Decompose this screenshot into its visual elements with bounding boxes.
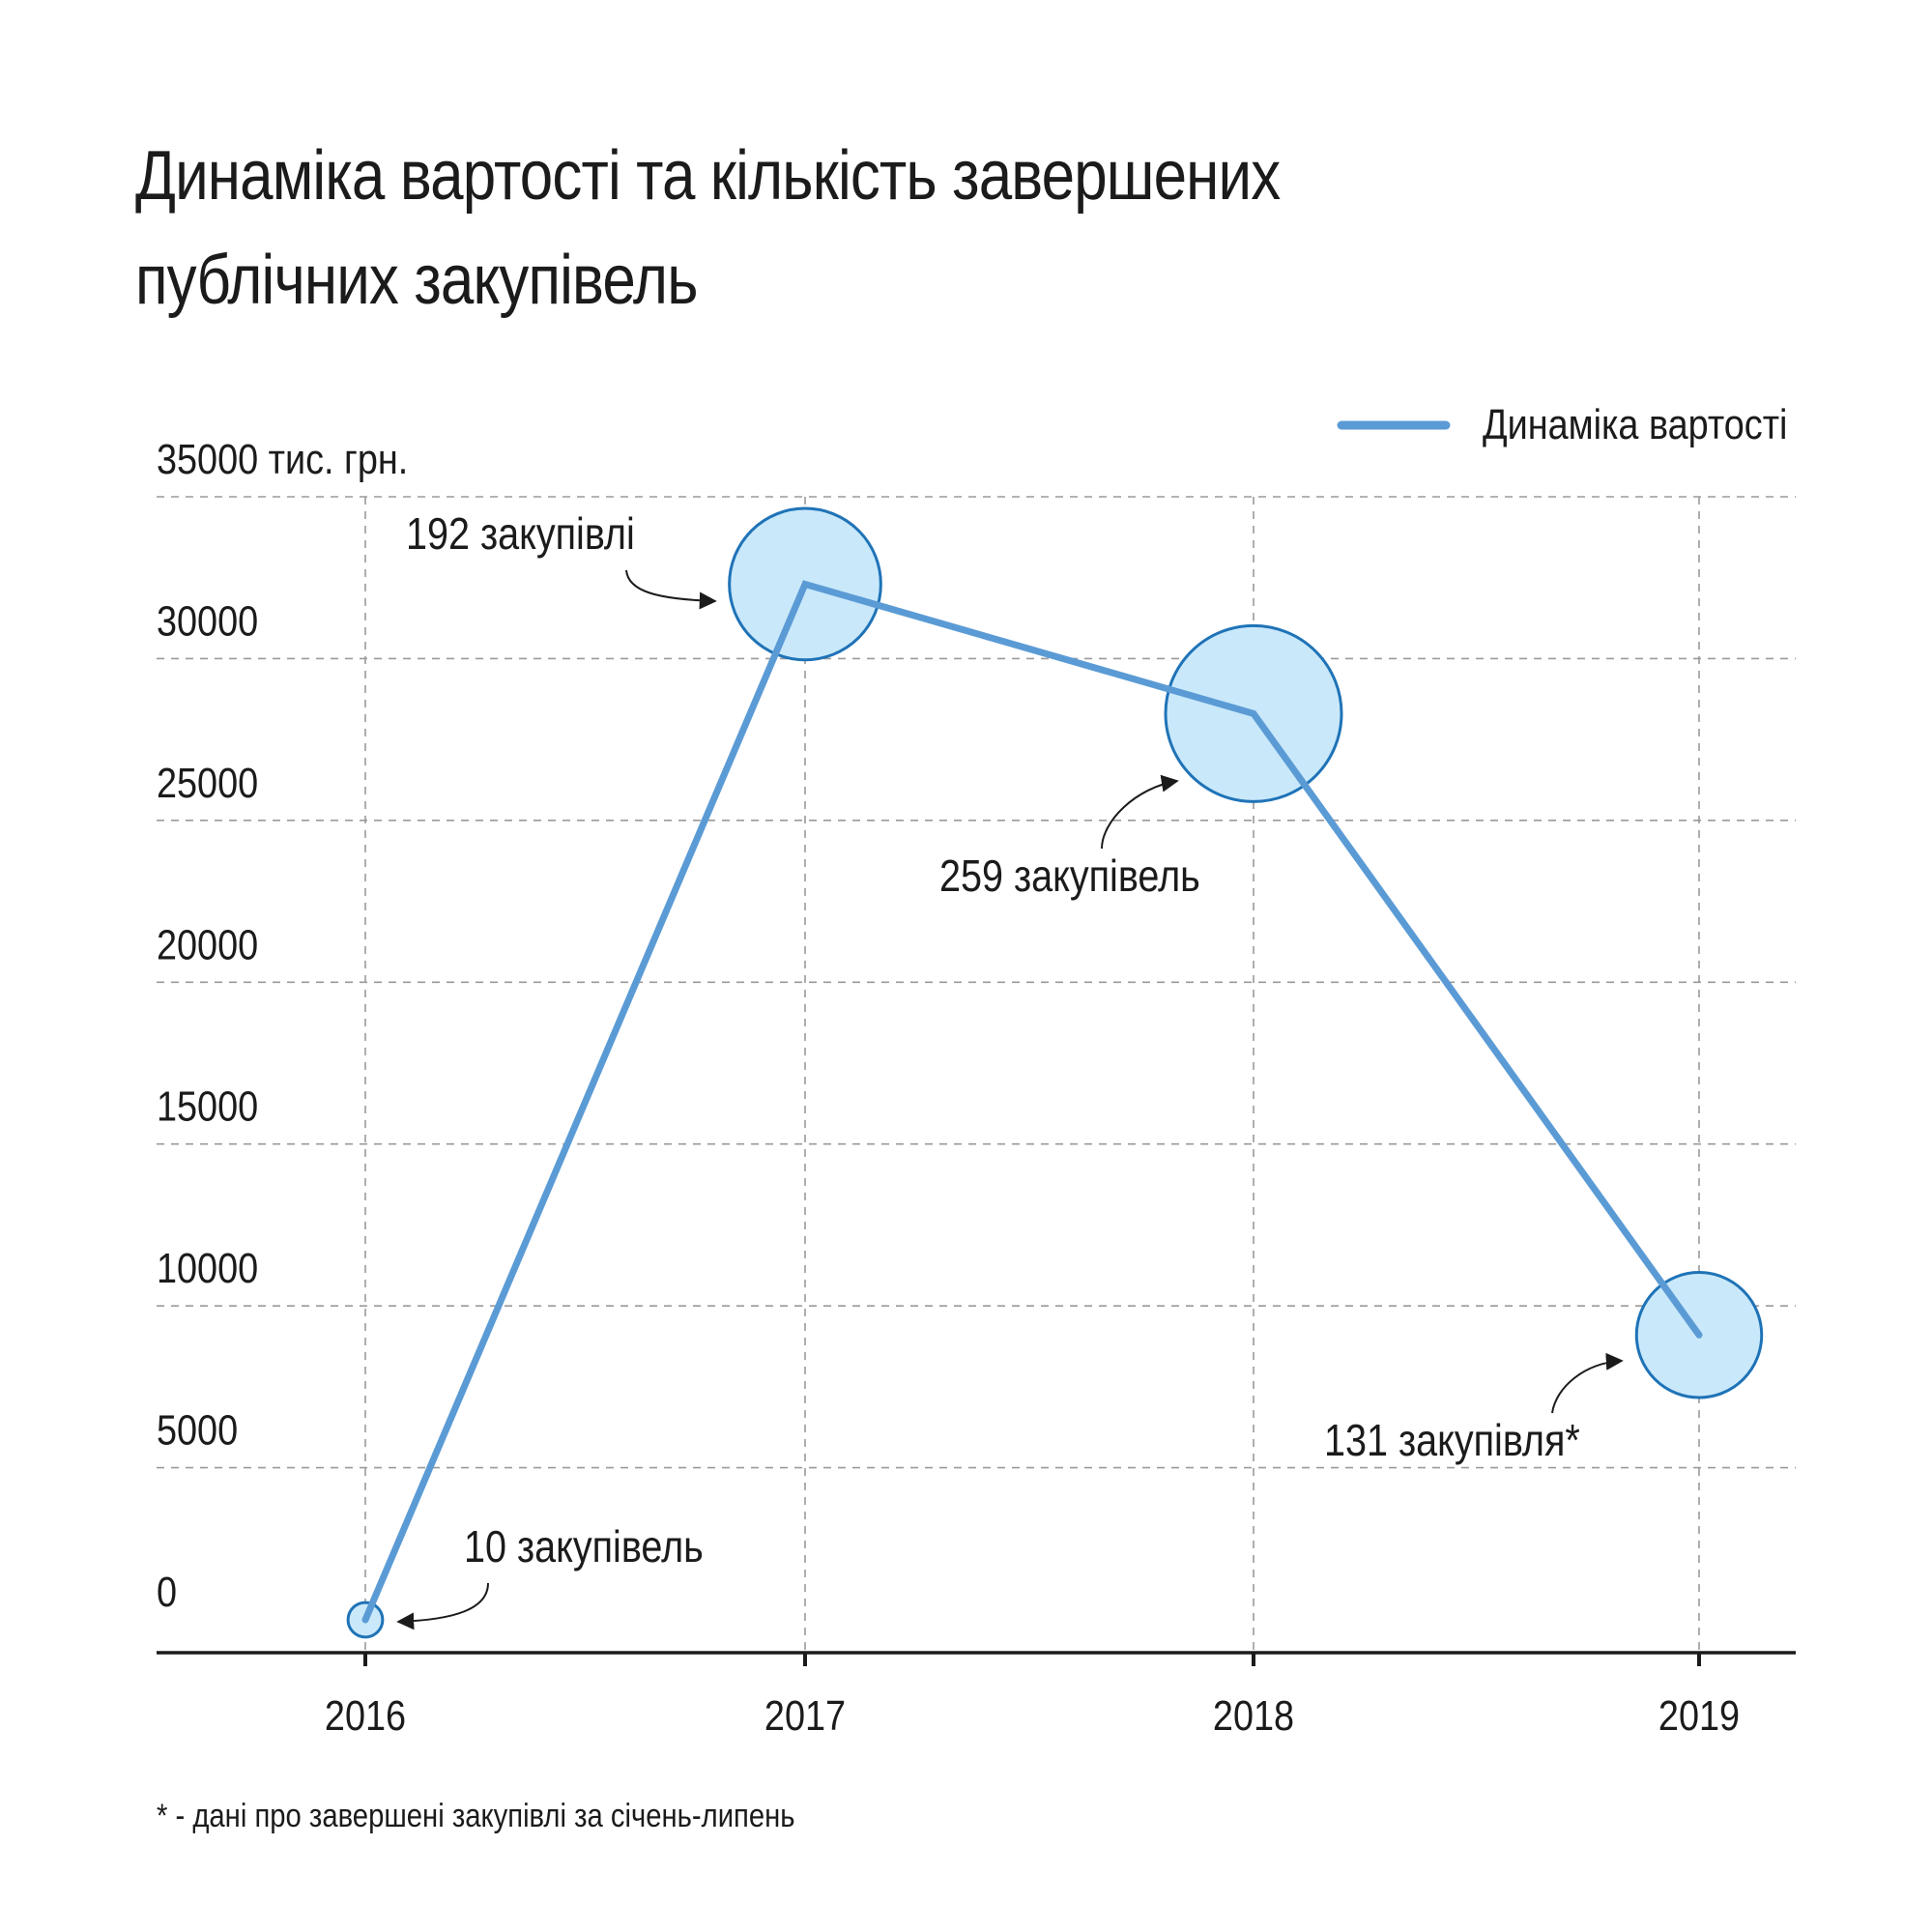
- annotation-arrow: [396, 1582, 489, 1630]
- title-line-1: Динаміка вартості та кількість завершени…: [135, 137, 1281, 215]
- x-tick-label: 2018: [1213, 1691, 1294, 1739]
- annotations: 10 закупівель 192 закупівлі 259 закупівель…: [396, 509, 1624, 1630]
- y-tick-label: 0: [157, 1568, 177, 1615]
- grid: [157, 496, 1796, 1653]
- y-tick-label: 25000: [157, 759, 258, 806]
- annotation-label: 192 закупівлі: [406, 509, 635, 559]
- series-line-group: [361, 580, 1703, 1624]
- x-tick-label: 2019: [1658, 1691, 1740, 1739]
- y-tick-label: 20000: [157, 921, 258, 968]
- y-tick-label: 10000: [157, 1244, 258, 1291]
- y-tick-label: 5000: [157, 1406, 238, 1454]
- annotation-label: 131 закупівля*: [1324, 1416, 1580, 1465]
- x-tick-label: 2017: [764, 1691, 846, 1739]
- y-tick-label: 30000: [157, 597, 258, 645]
- annotation-arrow: [625, 569, 717, 610]
- annotation-label: 10 закупівель: [464, 1522, 704, 1572]
- legend: Динаміка вартості: [1337, 400, 1787, 448]
- footnote: * - дані про завершені закупівлі за січе…: [157, 1798, 795, 1834]
- annotation-arrow: [1101, 774, 1179, 850]
- chart-title: Динаміка вартості та кількість завершени…: [135, 124, 1382, 332]
- y-tick-label: 15000: [157, 1082, 258, 1130]
- x-tick-label: 2016: [325, 1691, 406, 1739]
- annotation-label: 259 закупівель: [939, 851, 1200, 901]
- annotation-arrow: [1551, 1352, 1624, 1414]
- axes: 0 5000 10000 15000 20000 25000 30000 35000 тис.…: [157, 435, 1796, 1740]
- legend-label: Динаміка вартості: [1483, 400, 1787, 447]
- y-tick-label: 35000 тис. грн.: [157, 435, 408, 482]
- title-line-2: публічних закупівель: [135, 242, 698, 319]
- series-line: [361, 580, 1703, 1624]
